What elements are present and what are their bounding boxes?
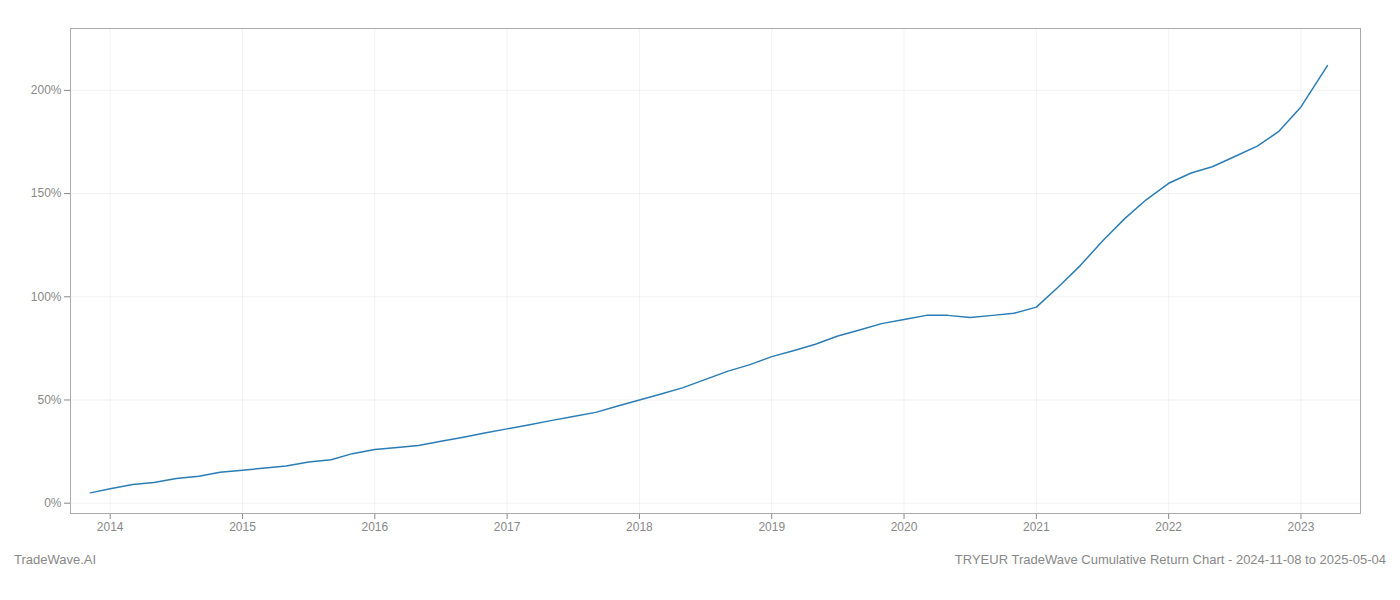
svg-text:0%: 0% <box>44 496 62 510</box>
svg-text:2023: 2023 <box>1288 520 1315 534</box>
svg-text:2017: 2017 <box>494 520 521 534</box>
svg-text:100%: 100% <box>31 290 62 304</box>
svg-text:2014: 2014 <box>97 520 124 534</box>
svg-text:2016: 2016 <box>361 520 388 534</box>
svg-text:2015: 2015 <box>229 520 256 534</box>
svg-text:2022: 2022 <box>1155 520 1182 534</box>
svg-text:2018: 2018 <box>626 520 653 534</box>
svg-text:2019: 2019 <box>758 520 785 534</box>
svg-text:50%: 50% <box>37 393 61 407</box>
svg-text:2020: 2020 <box>891 520 918 534</box>
html-text:TRYEUR TradeWave Cumulative Re: TRYEUR TradeWave Cumulative Return Chart… <box>954 552 1386 567</box>
svg-text:2021: 2021 <box>1023 520 1050 534</box>
svg-text:150%: 150% <box>31 186 62 200</box>
svg-text:200%: 200% <box>31 83 62 97</box>
html-text:TradeWave.AI: TradeWave.AI <box>14 552 97 567</box>
